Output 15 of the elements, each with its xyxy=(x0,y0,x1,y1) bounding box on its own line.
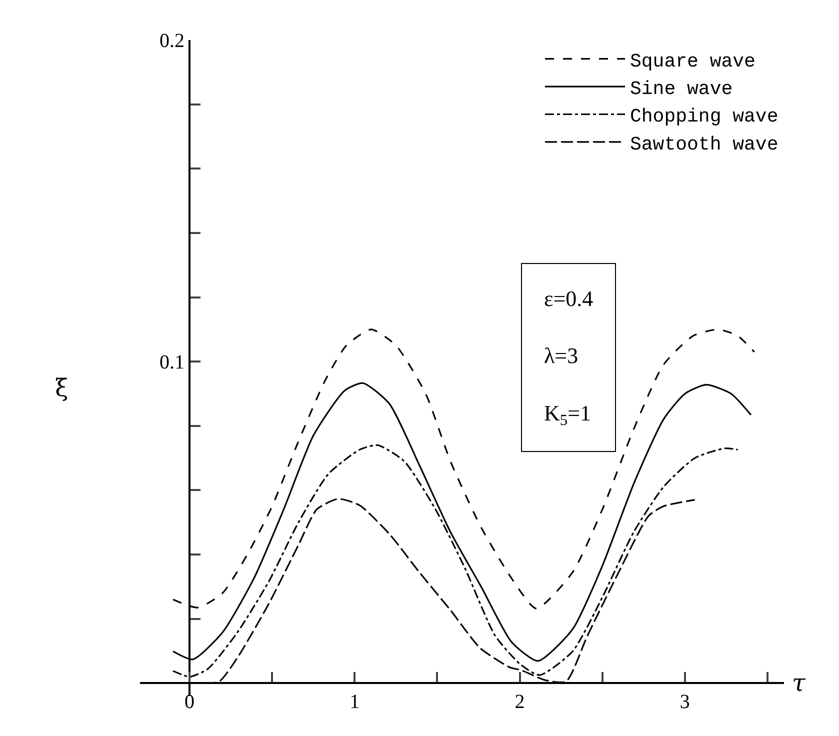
annotation: ε=0.4 xyxy=(544,286,594,311)
legend-label: Sine wave xyxy=(630,78,733,100)
legend-label: Square wave xyxy=(630,50,756,72)
y-axis-title: ξ xyxy=(55,374,68,402)
legend-label: Sawtooth wave xyxy=(630,133,778,156)
x-tick-label: 0 xyxy=(184,691,195,714)
x-tick-label: 1 xyxy=(350,691,360,714)
x-tick-label: 3 xyxy=(680,691,690,714)
annotation: K$_{5}$=1 xyxy=(544,400,592,430)
y-tick-label: 0.2 xyxy=(160,30,185,52)
y-tick-label: 0.1 xyxy=(160,352,185,374)
annotation: λ=3 xyxy=(544,343,578,368)
x-tick-label: 2 xyxy=(514,691,525,714)
legend-label: Chopping wave xyxy=(630,106,778,128)
x-axis-title: τ xyxy=(792,669,806,697)
